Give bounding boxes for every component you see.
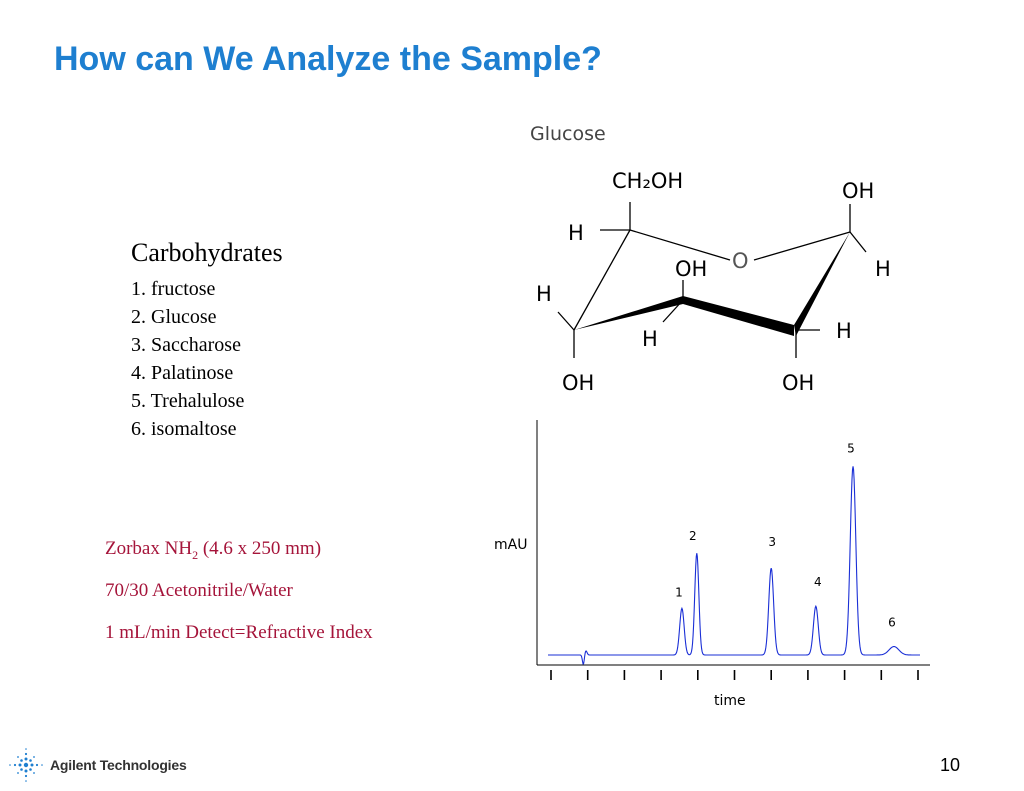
hydrogen-label: H (568, 221, 584, 245)
hydrogen-label: H (536, 282, 552, 306)
y-axis-label: mAU (494, 537, 527, 553)
hydroxyl-label: OH (842, 179, 874, 203)
glucose-title: Glucose (530, 123, 606, 145)
carbohydrate-item: 4. Palatinose (131, 362, 234, 384)
glucose-structure: Glucose CH₂OH H O OH H H OH H H OH OH (530, 123, 890, 395)
bond-wedge (683, 296, 794, 336)
column-subscript: 2 (192, 547, 199, 562)
hydrogen-label: H (642, 327, 658, 351)
oxygen-label: O (732, 249, 749, 273)
bond-line (849, 231, 867, 253)
hydrogen-label: H (875, 257, 890, 281)
flow-detect: 1 mL/min Detect=Refractive Index (105, 622, 373, 643)
ch2oh-label: CH₂OH (612, 169, 683, 193)
peak-label: 2 (689, 529, 697, 543)
peak-label: 5 (847, 441, 855, 455)
mobile-phase: 70/30 Acetonitrile/Water (105, 580, 293, 601)
carbohydrate-item: 1. fructose (131, 278, 216, 300)
agilent-logo-icon (9, 748, 43, 782)
slide-title: How can We Analyze the Sample? (54, 40, 602, 78)
bond-line (753, 231, 851, 261)
bond-wedge (794, 232, 850, 336)
bond-line (662, 299, 684, 323)
carbohydrate-item: 3. Saccharose (131, 334, 241, 356)
carbohydrate-item: 5. Trehalulose (131, 390, 245, 412)
column-name: Zorbax NH (105, 538, 193, 559)
x-axis-label: time (714, 693, 746, 709)
x-axis-ticks (550, 670, 919, 680)
hydroxyl-label: OH (782, 371, 814, 395)
hydroxyl-label: OH (675, 257, 707, 281)
peak-label: 1 (675, 585, 683, 599)
column-spec: Zorbax NH2 (4.6 x 250 mm) (105, 538, 321, 563)
bond-line (557, 311, 575, 331)
bond-line (573, 229, 631, 331)
column-dimensions: (4.6 x 250 mm) (198, 538, 322, 559)
company-name: Agilent Technologies (50, 757, 187, 773)
bond-line (629, 229, 731, 261)
carbohydrates-heading: Carbohydrates (131, 238, 283, 267)
chromatogram-trace (548, 466, 920, 665)
bond-wedge (574, 296, 683, 330)
carbohydrates-list: 1. fructose 2. Glucose 3. Saccharose 4. … (131, 275, 244, 443)
carbohydrate-item: 2. Glucose (131, 306, 217, 328)
hydrogen-label: H (836, 319, 852, 343)
hydroxyl-label: OH (562, 371, 594, 395)
carbohydrate-item: 6. isomaltose (131, 418, 237, 440)
page-number: 10 (939, 755, 960, 775)
chromatogram: mAU time 1 2 3 4 5 6 (494, 420, 930, 709)
peak-label: 4 (814, 575, 822, 589)
peak-label: 6 (888, 616, 896, 630)
peak-label: 3 (768, 535, 776, 549)
peak-labels: 1 2 3 4 5 6 (675, 441, 896, 629)
